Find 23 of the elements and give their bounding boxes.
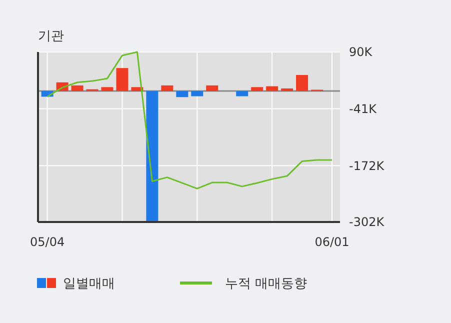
bar (206, 85, 218, 92)
x-tick-label: 06/01 (314, 235, 350, 249)
x-tick-label: 05/04 (30, 235, 65, 249)
y-tick-label: -172K (349, 158, 386, 173)
y-tick-label: 90K (349, 45, 374, 60)
legend-label: 일별매매 (63, 276, 115, 292)
bar (281, 88, 294, 92)
y-tick-label: -41K (349, 102, 378, 116)
bar (116, 68, 128, 92)
bar (266, 86, 278, 92)
bar (296, 74, 308, 92)
bar (161, 85, 174, 92)
line-series (46, 51, 333, 190)
bar (236, 91, 248, 96)
bar (251, 87, 264, 92)
bar (176, 91, 188, 98)
bar (146, 91, 158, 222)
chart-title: 기관 (38, 29, 64, 44)
bar (191, 91, 204, 96)
bar (101, 87, 114, 92)
legend-label: 누적 매매동향 (225, 276, 308, 292)
y-tick-label: -302K (349, 215, 386, 230)
bar (71, 85, 84, 92)
